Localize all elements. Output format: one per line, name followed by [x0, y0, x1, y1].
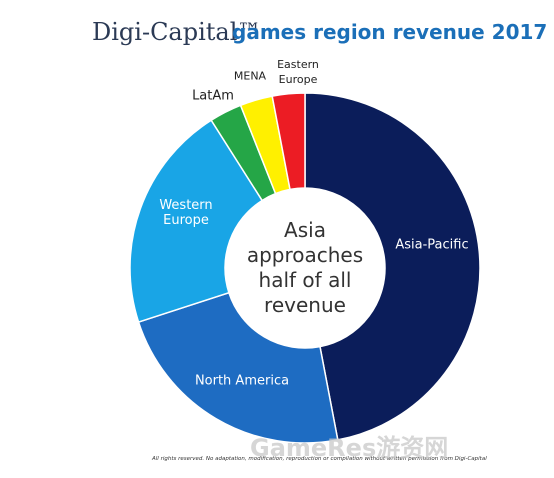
- slice-label: Asia-Pacific: [395, 237, 469, 253]
- slice-label: MENA: [233, 69, 267, 83]
- donut-slice: [137, 291, 339, 444]
- chart-title: games region revenue 2017: [232, 20, 548, 44]
- center-text: Asia approaches half of all revenue: [246, 218, 364, 317]
- donut-slice: [304, 92, 481, 441]
- footnote: All rights reserved. No adaptation, modi…: [152, 456, 487, 462]
- slice-label: Western Europe: [159, 198, 213, 228]
- slice-label: Eastern Europe: [277, 58, 319, 86]
- donut-slice: [271, 92, 306, 191]
- watermark: GameRes游资网: [250, 434, 449, 462]
- donut-slice: [129, 119, 264, 324]
- slice-label: North America: [194, 373, 290, 389]
- slice-label: LatAm: [192, 88, 234, 104]
- brand: Digi-Capital™: [92, 18, 262, 46]
